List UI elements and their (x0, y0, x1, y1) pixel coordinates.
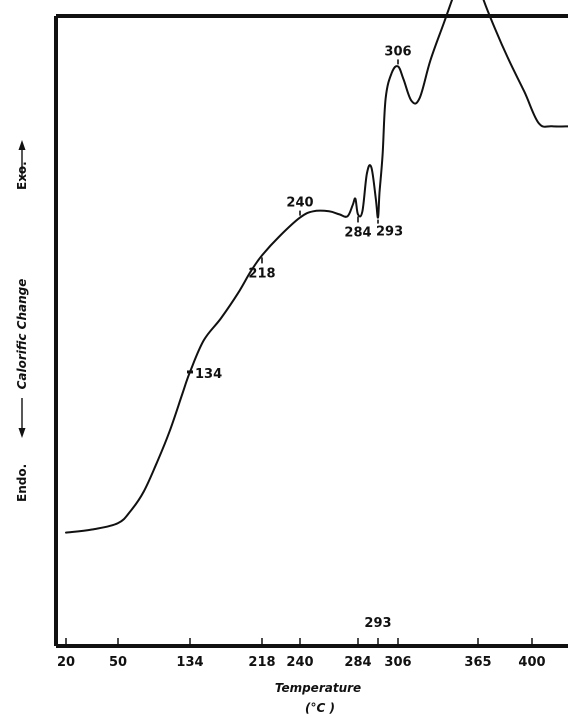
plot-frame (56, 16, 568, 646)
x-tick-label-365: 365 (464, 655, 491, 670)
x-tick-label-400: 400 (518, 655, 545, 670)
peak-label-134: 134 (195, 367, 222, 382)
peak-annotations: 134218240284293306360 (187, 0, 485, 382)
x-tick-label-218: 218 (248, 655, 275, 670)
x-tick-label-240: 240 (286, 655, 313, 670)
x-axis-tick-labels: 20 50 134 218 240 284 306 365 400 (57, 655, 546, 670)
peak-label-293: 293 (376, 225, 403, 240)
peak-label-306: 306 (384, 44, 411, 59)
x-axis-unit: (°C ) (305, 701, 335, 715)
peak-label-218: 218 (248, 266, 275, 281)
peak-label-284: 284 (344, 225, 371, 240)
peak-label-240: 240 (286, 196, 313, 211)
y-axis-labels: Exo. Calorific Change Endo. (15, 140, 29, 502)
x-tick-label-20: 20 (57, 655, 75, 670)
y-axis-title: Calorific Change (15, 279, 29, 390)
endo-label: Endo. (15, 464, 29, 502)
x-tick-label-306: 306 (384, 655, 411, 670)
x-axis-title: Temperature (275, 681, 361, 695)
x-tick-label-50: 50 (109, 655, 127, 670)
extra-x-label-293: 293 (364, 616, 391, 631)
x-tick-label-284: 284 (344, 655, 371, 670)
endo-arrow-icon (19, 398, 26, 438)
x-tick-label-134: 134 (176, 655, 203, 670)
dta-curve (66, 0, 568, 533)
